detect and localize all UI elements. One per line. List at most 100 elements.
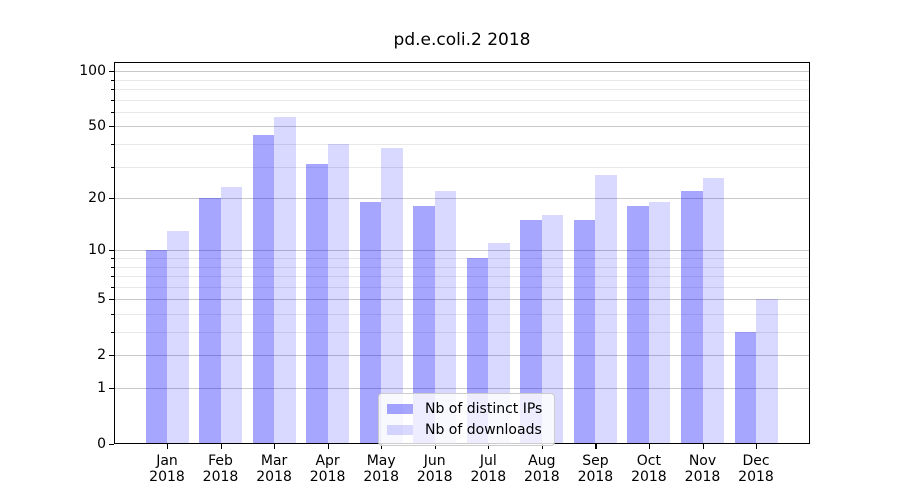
bar-downloads-feb [220, 187, 242, 444]
bar-distinct-ips-may [359, 201, 382, 444]
bar-downloads-mar [274, 117, 296, 444]
bar-distinct-ips-oct [627, 206, 649, 444]
x-tick-label: Oct 2018 [631, 453, 667, 485]
x-tick-label: Jul 2018 [470, 453, 507, 485]
x-tick [648, 444, 651, 449]
y-tick [109, 388, 114, 390]
x-tick-label: Feb 2018 [202, 453, 239, 485]
y-minor-tick [111, 166, 114, 168]
legend-row: Nb of downloads [379, 419, 554, 440]
x-tick [702, 444, 704, 449]
x-tick [220, 444, 222, 449]
x-tick-label: Nov 2018 [684, 453, 721, 485]
bar-downloads-nov [702, 177, 724, 444]
gridline-minor [114, 166, 810, 168]
gridline-major [114, 126, 810, 128]
gridline-minor [114, 257, 810, 259]
gridline-minor [114, 286, 810, 288]
gridline-major [114, 71, 810, 73]
y-tick-label: 1 [97, 380, 106, 396]
y-tick-label: 0 [97, 436, 106, 452]
y-minor-tick [111, 266, 114, 268]
gridline-minor [114, 266, 810, 268]
y-minor-tick [111, 313, 114, 315]
gridline-major [114, 299, 810, 301]
x-tick [488, 444, 490, 449]
x-tick [756, 444, 758, 449]
bar-distinct-ips-feb [199, 198, 221, 444]
bar-downloads-oct [648, 201, 671, 444]
bar-downloads-may [381, 148, 403, 444]
bar-distinct-ips-mar [252, 134, 275, 444]
y-minor-tick [111, 79, 114, 81]
x-tick [381, 444, 383, 449]
bar-downloads-dec [756, 299, 778, 444]
y-tick-label: 20 [88, 190, 106, 206]
gridline-minor [114, 79, 810, 81]
bar-downloads-jan [167, 230, 189, 444]
legend-swatch-downloads [387, 424, 413, 435]
gridline-major [114, 388, 810, 389]
gridline-minor [114, 313, 810, 315]
bar-distinct-ips-apr [306, 163, 328, 444]
x-tick [327, 444, 329, 449]
bar-downloads-sep [595, 174, 617, 444]
y-minor-tick [111, 99, 114, 101]
legend-label: Nb of distinct IPs [425, 400, 543, 417]
x-tick-label: May 2018 [363, 453, 399, 485]
y-tick [109, 198, 114, 200]
gridline-major [114, 355, 810, 357]
y-tick [109, 126, 114, 128]
x-tick-label: Apr 2018 [309, 453, 346, 485]
x-tick-label: Sep 2018 [577, 453, 614, 485]
bar-distinct-ips-nov [681, 190, 703, 444]
x-tick [167, 444, 169, 449]
y-minor-tick [111, 276, 114, 277]
gridline-minor [114, 88, 810, 90]
y-tick [109, 71, 114, 73]
y-tick-label: 100 [79, 63, 106, 80]
x-tick-label: Dec 2018 [738, 453, 774, 485]
y-tick [109, 355, 114, 357]
x-tick-label: Jan 2018 [149, 453, 185, 485]
y-tick [109, 444, 114, 446]
x-tick [434, 444, 436, 449]
y-tick-label: 5 [97, 291, 106, 308]
y-minor-tick [111, 143, 114, 145]
gridline-major [114, 250, 810, 252]
x-tick-label: Jun 2018 [416, 453, 453, 485]
y-tick [109, 299, 114, 301]
bar-downloads-jun [434, 190, 457, 444]
x-tick [274, 444, 276, 449]
y-minor-tick [111, 88, 114, 90]
bar-distinct-ips-jan [145, 250, 167, 444]
y-tick-label: 50 [88, 118, 106, 135]
x-tick [541, 444, 543, 449]
gridline-minor [114, 99, 810, 101]
y-tick [109, 250, 114, 252]
bar-downloads-apr [327, 143, 350, 444]
bar-distinct-ips-aug [520, 220, 542, 444]
y-tick-label: 10 [88, 242, 106, 259]
bar-downloads-aug [541, 215, 564, 444]
gridline-minor [114, 332, 810, 333]
legend-row: Nb of distinct IPs [379, 398, 554, 419]
y-tick-label: 2 [97, 347, 106, 364]
bar-distinct-ips-sep [573, 220, 596, 444]
legend: Nb of distinct IPs Nb of downloads [378, 393, 555, 446]
gridline-minor [114, 111, 810, 113]
y-minor-tick [111, 286, 114, 288]
chart-title: pd.e.coli.2 2018 [393, 30, 531, 50]
bar-distinct-ips-dec [734, 332, 756, 444]
gridline-minor [114, 276, 810, 277]
legend-label: Nb of downloads [425, 421, 542, 438]
gridline-major [114, 198, 810, 199]
x-tick [595, 444, 597, 449]
x-tick-label: Aug 2018 [523, 453, 560, 485]
x-tick-label: Mar 2018 [256, 453, 292, 485]
y-minor-tick [111, 257, 114, 259]
gridline-minor [114, 143, 810, 145]
bar-distinct-ips-jun [413, 206, 435, 444]
y-minor-tick [111, 332, 114, 333]
